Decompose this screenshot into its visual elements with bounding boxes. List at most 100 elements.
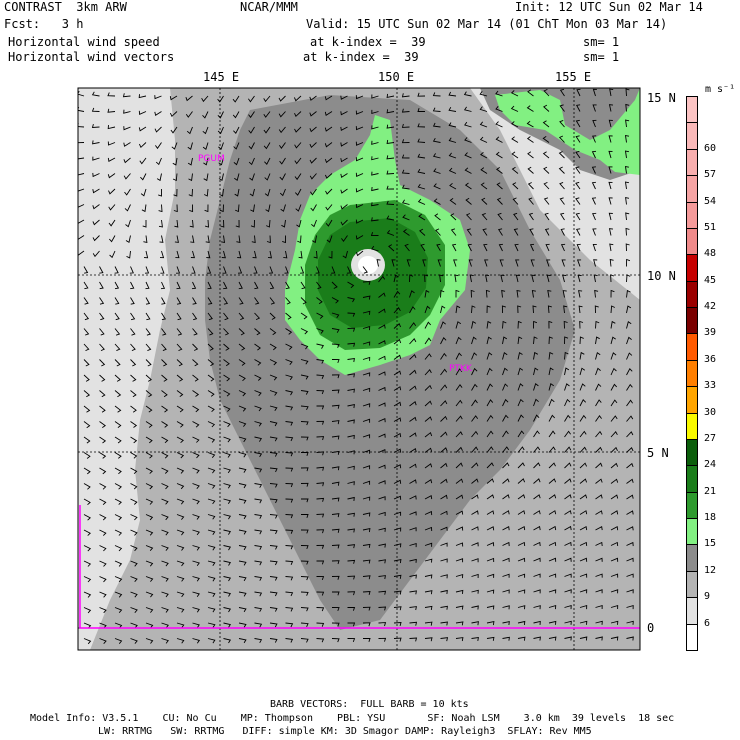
wind-barb: [471, 336, 477, 345]
wind-barb: [527, 151, 534, 159]
wind-barb: [579, 620, 588, 625]
wind-barb: [417, 108, 425, 112]
wind-barb: [626, 431, 634, 438]
wind-barb: [592, 88, 597, 97]
wind-barb: [409, 621, 418, 626]
wind-barb: [347, 622, 356, 627]
wind-barb: [517, 398, 524, 407]
wind-barb: [355, 250, 364, 257]
wind-barb: [123, 126, 131, 131]
wind-barb: [161, 622, 169, 629]
wind-barb: [388, 244, 395, 252]
wind-barb: [269, 483, 278, 488]
wind-barb: [424, 369, 432, 376]
wind-barb: [207, 545, 216, 551]
wind-barb: [207, 576, 216, 582]
wind-barb: [347, 544, 356, 549]
wind-barb: [294, 188, 302, 196]
colorbar-swatch: [686, 544, 698, 572]
wind-barb: [526, 105, 534, 112]
wind-barb: [236, 235, 241, 243]
wind-barb: [409, 542, 417, 548]
wind-barb: [378, 275, 386, 283]
wind-barb: [610, 462, 619, 469]
wind-barb: [145, 421, 153, 428]
wind-barb: [482, 228, 488, 236]
wind-barb: [340, 219, 348, 226]
wind-barb: [543, 166, 550, 174]
wind-barb: [548, 525, 557, 531]
wind-barb: [378, 622, 387, 627]
wind-barb: [579, 557, 588, 562]
wind-barbs: [78, 88, 634, 645]
wind-barb: [626, 589, 634, 594]
wind-barb: [145, 359, 152, 367]
wind-barb: [564, 494, 572, 500]
wind-barb: [347, 512, 355, 517]
wind-barb: [174, 219, 179, 228]
wind-barb: [161, 328, 167, 336]
wind-barb: [114, 560, 123, 567]
wind-barb: [626, 557, 634, 562]
wind-barb: [265, 204, 271, 213]
wind-barb: [595, 573, 603, 578]
wind-barb: [467, 243, 472, 252]
wind-barb: [340, 95, 348, 100]
wind-barb: [201, 95, 209, 103]
wind-barb: [269, 545, 278, 550]
colorbar-label: 51: [704, 221, 717, 233]
wind-barb: [564, 541, 572, 546]
wind-barb: [455, 605, 464, 610]
wind-barb: [223, 281, 228, 290]
wind-barb: [269, 390, 278, 396]
wind-barb: [624, 135, 630, 143]
wind-barb: [579, 589, 588, 594]
wind-barb: [564, 383, 570, 391]
wind-barb: [409, 322, 417, 329]
wind-barb: [176, 514, 185, 520]
wind-barb: [362, 606, 371, 611]
wind-barb: [192, 328, 198, 336]
wind-barb: [185, 95, 193, 102]
wind-barb: [325, 219, 333, 227]
wind-barb: [254, 297, 260, 305]
wind-barb: [83, 374, 90, 382]
wind-barb: [406, 259, 411, 267]
wind-barb: [234, 188, 240, 197]
init-time: Init: 12 UTC Sun 02 Mar 14: [515, 0, 703, 14]
wind-barb: [371, 202, 379, 207]
wind-barb: [254, 498, 263, 504]
wind-barb: [517, 305, 522, 314]
wind-barb: [626, 510, 634, 515]
wind-barb: [579, 604, 588, 610]
wind-barb: [83, 576, 92, 583]
wind-barb: [455, 542, 464, 547]
wind-barb: [448, 122, 457, 128]
wind-barb: [130, 607, 138, 613]
wind-barb: [558, 151, 565, 159]
wind-barb: [608, 166, 613, 174]
model-info-line-1: Model Info: V3.5.1 CU: No Cu MP: Thompso…: [30, 713, 675, 724]
wind-barb: [564, 557, 572, 562]
wind-barb: [192, 622, 200, 629]
wind-barb: [331, 466, 340, 471]
wind-barb: [123, 142, 131, 147]
wind-barb: [109, 250, 116, 259]
wind-barb: [142, 220, 147, 228]
wind-barb: [576, 88, 581, 97]
wind-barb: [279, 173, 286, 181]
wind-barb: [393, 543, 402, 548]
model-info-line-2: LW: RRTMG SW: RRTMG DIFF: simple KM: 3D …: [98, 726, 592, 737]
wind-barb: [378, 433, 386, 438]
wind-barb: [331, 389, 340, 394]
wind-barb: [533, 462, 541, 469]
wind-barb: [176, 328, 183, 336]
wind-barb: [285, 483, 294, 488]
wind-barb: [502, 383, 509, 391]
wind-barb: [99, 498, 107, 506]
wind-barb: [559, 197, 565, 205]
wind-barb: [161, 591, 169, 598]
wind-barb: [99, 390, 106, 398]
colorbar-swatch: [686, 491, 698, 520]
wind-barb: [609, 88, 614, 97]
